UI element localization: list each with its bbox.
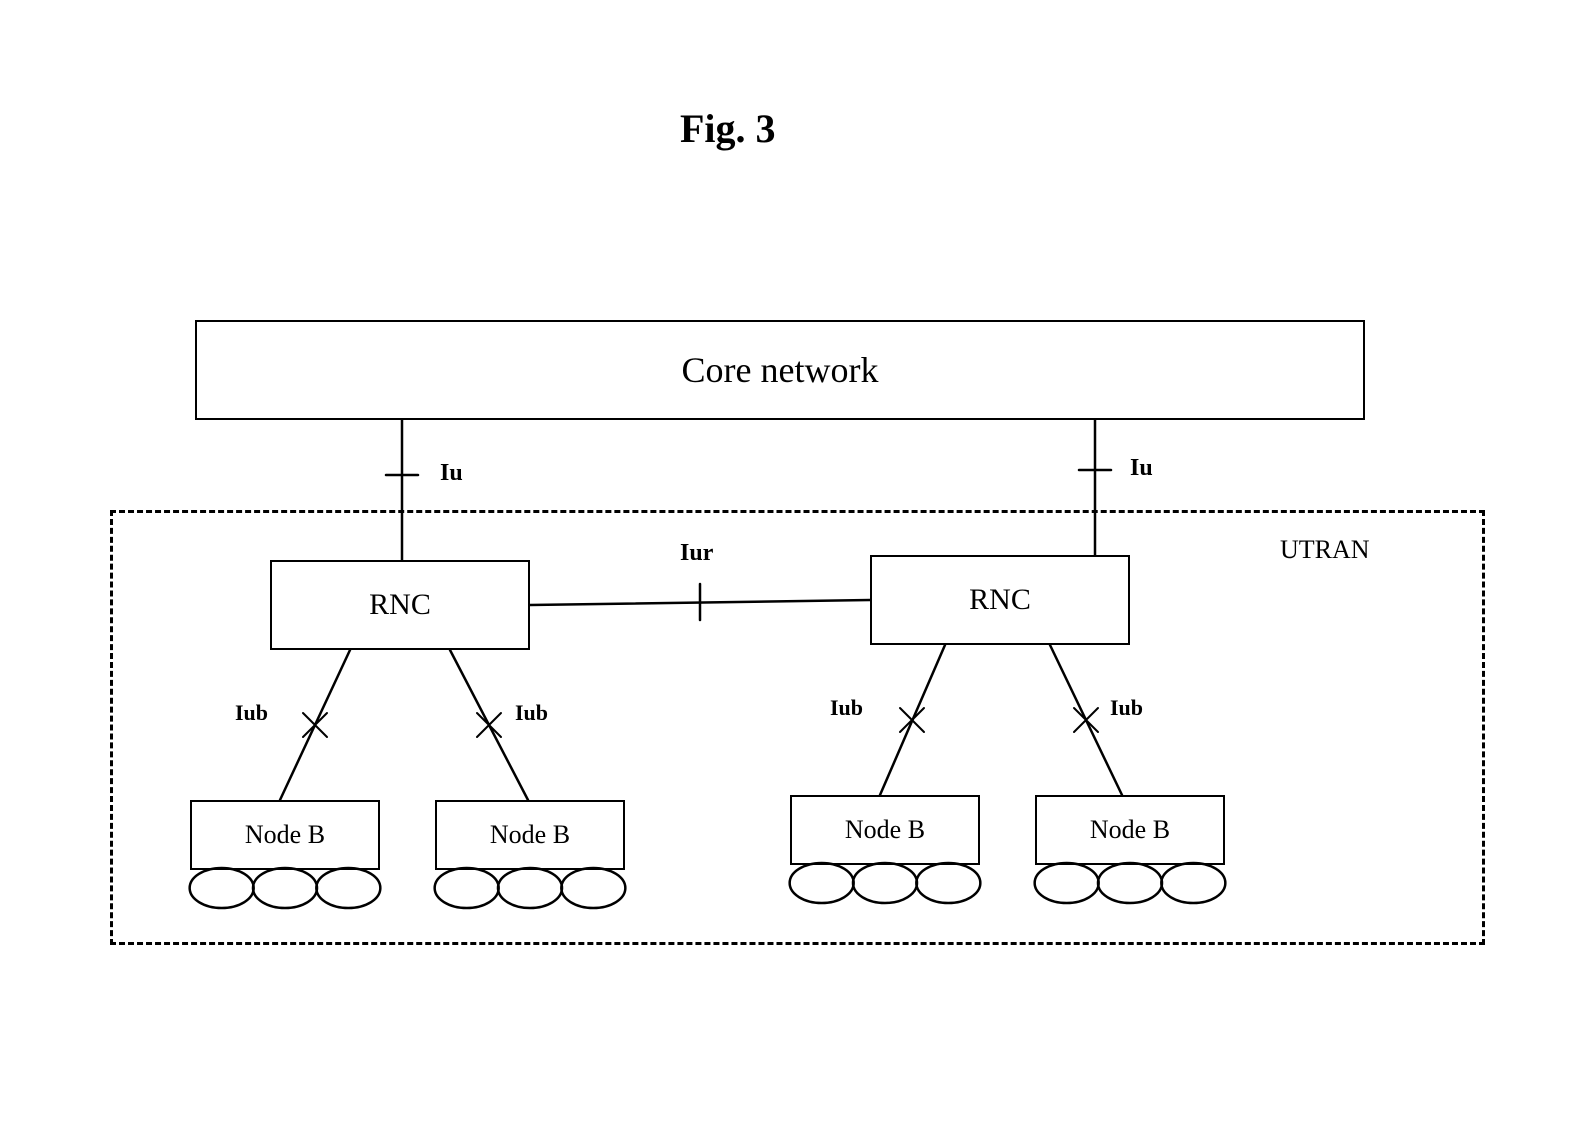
nodeb-box-1: Node B — [435, 800, 625, 870]
nodeb-label-1: Node B — [490, 820, 570, 850]
nodeb-box-0: Node B — [190, 800, 380, 870]
core-network-box: Core network — [195, 320, 1365, 420]
nodeb-label-3: Node B — [1090, 815, 1170, 845]
rnc-label-left: RNC — [369, 588, 431, 622]
iub-label-1: Iub — [515, 700, 548, 726]
rnc-box-right: RNC — [870, 555, 1130, 645]
rnc-label-right: RNC — [969, 583, 1031, 617]
iu-label-right: Iu — [1130, 455, 1153, 482]
iub-label-2: Iub — [830, 695, 863, 721]
iub-label-3: Iub — [1110, 695, 1143, 721]
core-network-label: Core network — [682, 349, 879, 391]
nodeb-label-0: Node B — [245, 820, 325, 850]
nodeb-box-2: Node B — [790, 795, 980, 865]
nodeb-label-2: Node B — [845, 815, 925, 845]
iur-label: Iur — [680, 540, 713, 567]
utran-label: UTRAN — [1280, 535, 1370, 565]
figure-title: Fig. 3 — [680, 105, 776, 152]
iub-label-0: Iub — [235, 700, 268, 726]
rnc-box-left: RNC — [270, 560, 530, 650]
iu-label-left: Iu — [440, 460, 463, 487]
nodeb-box-3: Node B — [1035, 795, 1225, 865]
diagram-canvas: { "figure": { "title": "Fig. 3", "title_… — [0, 0, 1585, 1122]
